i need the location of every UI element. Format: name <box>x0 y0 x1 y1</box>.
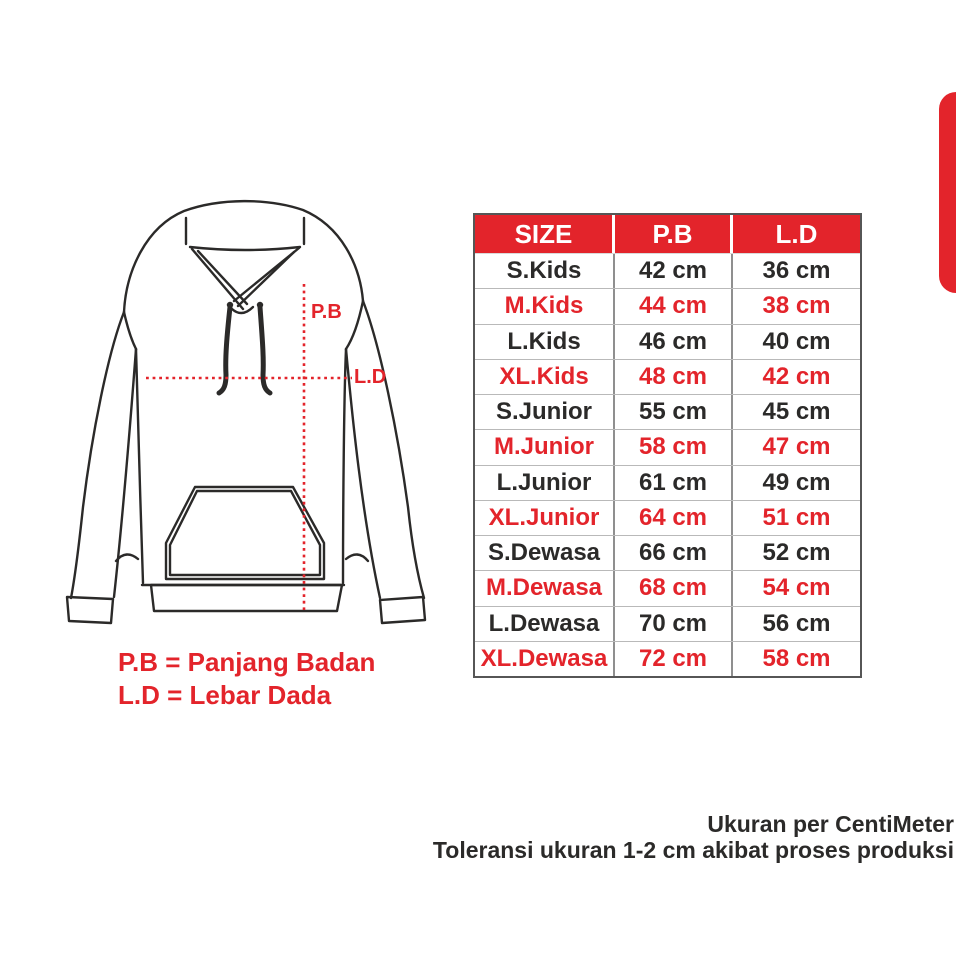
cell-pb: 58 cm <box>615 430 733 465</box>
red-side-tab <box>939 92 956 293</box>
cell-size: XL.Kids <box>475 359 615 394</box>
table-row: M.Dewasa 68 cm 54 cm <box>475 570 860 606</box>
cell-pb: 55 cm <box>615 395 733 430</box>
header-ld: L.D <box>775 218 818 249</box>
table-row: S.Junior 55 cm 45 cm <box>475 394 860 430</box>
footer-line-units: Ukuran per CentiMeter <box>707 811 954 837</box>
cell-ld: 42 cm <box>762 362 831 390</box>
cell-pb: 44 cm <box>615 289 733 324</box>
table-row: XL.Junior 64 cm 51 cm <box>475 499 860 535</box>
legend-pb: P.B = Panjang Badan <box>118 647 376 677</box>
measurement-lines: P.B L.D <box>146 284 386 610</box>
measurement-legend: P.B = Panjang Badan L.D = Lebar Dada <box>118 646 375 712</box>
cell-pb: 61 cm <box>615 465 733 500</box>
table-row: XL.Kids 48 cm 42 cm <box>475 358 860 394</box>
footer-note: Ukuran per CentiMeter Toleransi ukuran 1… <box>433 811 954 863</box>
cell-pb: 46 cm <box>615 324 733 359</box>
cell-ld: 40 cm <box>762 327 831 355</box>
hoodie-diagram: P.B L.D <box>65 199 427 625</box>
table-row: L.Kids 46 cm 40 cm <box>475 323 860 359</box>
cell-ld: 49 cm <box>762 468 831 496</box>
cell-ld: 38 cm <box>762 292 831 320</box>
table-row: S.Kids 42 cm 36 cm <box>475 254 860 289</box>
table-row: L.Dewasa 70 cm 56 cm <box>475 605 860 641</box>
table-row: M.Kids 44 cm 38 cm <box>475 288 860 324</box>
table-row: L.Junior 61 cm 49 cm <box>475 464 860 500</box>
cell-pb: 64 cm <box>615 500 733 535</box>
cell-size: S.Dewasa <box>475 536 615 571</box>
table-row: M.Junior 58 cm 47 cm <box>475 429 860 465</box>
cell-size: M.Junior <box>475 430 615 465</box>
cell-pb: 48 cm <box>615 359 733 394</box>
ld-label: L.D <box>354 366 386 388</box>
cell-pb: 68 cm <box>615 571 733 606</box>
size-table-body: S.Kids 42 cm 36 cm M.Kids 44 cm 38 cm L.Kids 46… <box>475 254 860 676</box>
cell-size: XL.Dewasa <box>475 641 615 676</box>
cell-size: M.Dewasa <box>475 571 615 606</box>
header-pb: P.B <box>615 215 733 253</box>
size-table: SIZE P.B L.D S.Kids 42 cm 36 cm M.Kids 44 cm… <box>473 213 862 678</box>
cell-pb: 42 cm <box>615 254 733 289</box>
hoodie-drawstrings <box>216 301 273 396</box>
cell-pb: 72 cm <box>615 641 733 676</box>
cell-size: L.Junior <box>475 465 615 500</box>
header-size: SIZE <box>475 215 615 253</box>
cell-ld: 56 cm <box>762 609 831 637</box>
cell-ld: 36 cm <box>762 257 831 285</box>
cell-ld: 52 cm <box>762 539 831 567</box>
hoodie-body <box>122 299 365 613</box>
cell-size: XL.Junior <box>475 500 615 535</box>
cell-ld: 54 cm <box>762 574 831 602</box>
cell-pb: 66 cm <box>615 536 733 571</box>
size-table-header: SIZE P.B L.D <box>475 215 860 254</box>
cell-ld: 51 cm <box>762 503 831 531</box>
cell-size: S.Kids <box>475 254 615 289</box>
hoodie-pocket <box>164 485 326 581</box>
cell-pb: 70 cm <box>615 606 733 641</box>
cell-size: M.Kids <box>475 289 615 324</box>
cell-ld: 58 cm <box>762 644 831 672</box>
cell-ld: 47 cm <box>762 433 831 461</box>
footer-line-tolerance: Toleransi ukuran 1-2 cm akibat proses pr… <box>432 837 954 863</box>
table-row: XL.Dewasa 72 cm 58 cm <box>475 640 860 676</box>
cell-size: L.Dewasa <box>475 606 615 641</box>
hoodie-hood <box>122 199 365 315</box>
pb-label: P.B <box>311 301 342 323</box>
legend-ld: L.D = Lebar Dada <box>118 680 332 710</box>
hoodie-sleeves <box>65 299 427 625</box>
cell-size: L.Kids <box>475 324 615 359</box>
cell-size: S.Junior <box>475 395 615 430</box>
table-row: S.Dewasa 66 cm 52 cm <box>475 535 860 571</box>
cell-ld: 45 cm <box>762 398 831 426</box>
